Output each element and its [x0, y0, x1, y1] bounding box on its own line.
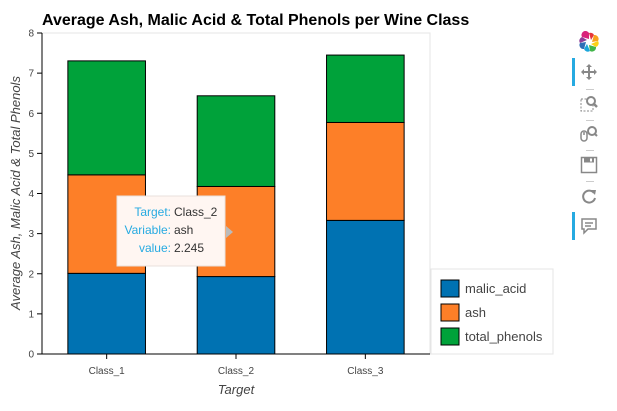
toolbar-separator [586, 89, 594, 90]
bar-total_phenols [326, 54, 405, 123]
bar-malic_acid [326, 219, 405, 355]
y-tick-label: 8 [28, 29, 34, 40]
bar-malic_acid [196, 276, 276, 355]
tooltip-key: Target: [134, 205, 171, 219]
reset-icon[interactable] [572, 182, 606, 210]
y-tick-label: 3 [28, 229, 34, 240]
y-tick-label: 5 [28, 149, 34, 160]
toolbar-separator [586, 120, 594, 121]
y-axis-title: Average Ash, Malic Acid & Total Phenols [8, 76, 23, 311]
x-tick-label: Class_2 [218, 366, 255, 377]
hover-icon[interactable] [572, 212, 606, 240]
legend-swatch-malic_acid [440, 279, 460, 298]
tooltip-value: 2.245 [174, 241, 204, 255]
legend-label-ash: ash [465, 305, 486, 320]
x-axis: Class_1 Class_2 Class_3 [42, 353, 430, 377]
tooltip-value: ash [174, 223, 193, 237]
save-icon[interactable] [572, 151, 606, 179]
toolbar-separator [586, 150, 594, 151]
y-tick-label: 6 [28, 109, 34, 120]
bokeh-logo-icon[interactable] [572, 28, 606, 56]
legend-label-total_phenols: total_phenols [465, 329, 543, 344]
legend-swatch-total_phenols [440, 327, 460, 346]
x-tick-label: Class_3 [347, 366, 384, 377]
wheel-zoom-icon[interactable] [572, 120, 606, 148]
bar-total_phenols [196, 95, 276, 187]
bar-malic_acid [67, 272, 146, 355]
legend-label-malic_acid: malic_acid [465, 281, 526, 296]
y-tick-label: 7 [28, 69, 34, 80]
x-tick-label: Class_1 [89, 366, 126, 377]
tooltip-value: Class_2 [174, 205, 218, 219]
bars-layer [67, 54, 405, 355]
bar-total_phenols [67, 60, 146, 176]
toolbar [572, 28, 606, 248]
y-tick-label: 2 [28, 269, 34, 280]
y-axis: 0 1 2 3 4 5 6 7 8 [28, 29, 43, 361]
y-tick-label: 4 [28, 189, 34, 200]
chart-title: Average Ash, Malic Acid & Total Phenols … [42, 12, 469, 29]
tooltip-pointer [226, 226, 233, 238]
pan-icon[interactable] [572, 58, 606, 86]
legend-swatch-ash [440, 303, 460, 322]
tooltip-key: Variable: [125, 223, 171, 237]
toolbar-separator [586, 181, 594, 182]
x-axis-title: Target [218, 382, 256, 397]
y-tick-label: 1 [28, 309, 34, 320]
y-tick-label: 0 [28, 350, 34, 361]
tooltip-key: value: [139, 241, 171, 255]
bar-ash [326, 121, 405, 221]
tooltip-box [116, 195, 226, 267]
box-zoom-icon[interactable] [572, 90, 606, 118]
